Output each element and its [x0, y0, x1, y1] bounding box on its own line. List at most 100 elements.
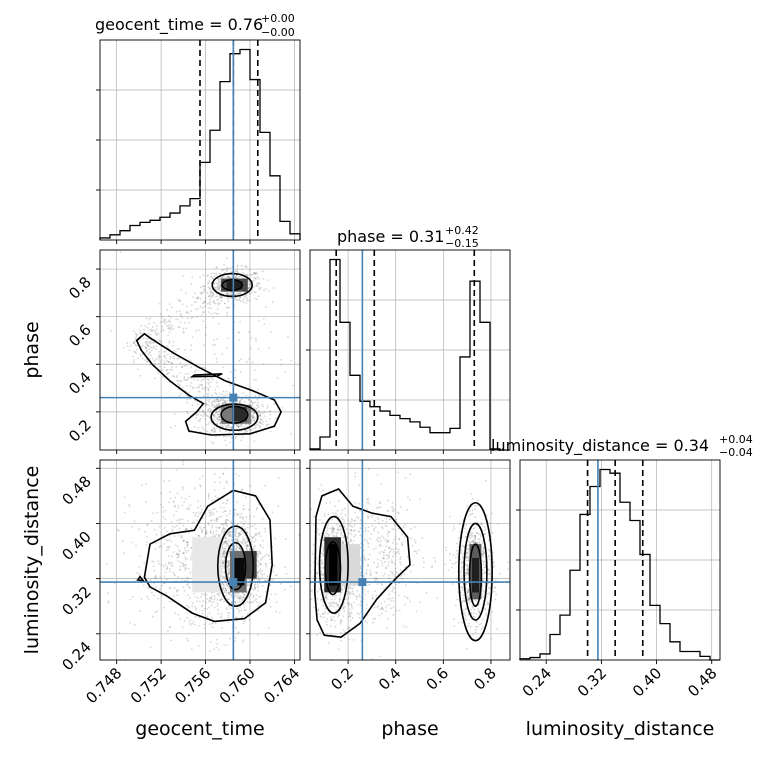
sample-point — [336, 509, 339, 512]
sample-point — [175, 366, 178, 368]
sample-point — [312, 543, 315, 546]
sample-point — [207, 497, 210, 500]
sample-point — [221, 393, 224, 396]
sample-point — [476, 542, 479, 545]
sample-point — [227, 565, 230, 567]
sample-point — [484, 528, 487, 531]
sample-point — [322, 539, 325, 542]
sample-point — [465, 588, 468, 590]
sample-point — [259, 564, 262, 566]
sample-point — [182, 524, 185, 527]
sample-point — [247, 612, 249, 615]
sample-point — [204, 334, 207, 336]
sample-point — [219, 278, 222, 280]
sample-point — [259, 414, 261, 417]
sample-point — [181, 626, 184, 629]
sample-point — [181, 536, 184, 539]
sample-point — [149, 646, 152, 649]
sample-point — [146, 541, 148, 544]
sample-point — [215, 646, 218, 649]
sample-point — [241, 616, 243, 618]
sample-point — [211, 499, 214, 502]
sample-point — [170, 426, 173, 429]
sample-point — [151, 560, 154, 563]
sample-point — [176, 524, 179, 527]
sample-point — [241, 541, 243, 544]
sample-point — [213, 275, 216, 277]
sample-point — [218, 402, 221, 405]
sample-point — [223, 530, 226, 533]
sample-point — [219, 283, 221, 286]
sample-point — [227, 561, 230, 564]
sample-point — [182, 552, 185, 555]
sample-point — [255, 407, 258, 409]
sample-point — [209, 410, 212, 413]
sample-point — [256, 553, 259, 556]
sample-point — [352, 530, 355, 532]
sample-point — [467, 598, 470, 601]
sample-point — [449, 553, 452, 555]
sample-point — [244, 541, 247, 543]
sample-point — [128, 504, 130, 506]
sample-point — [219, 534, 221, 537]
sample-point — [178, 549, 181, 552]
sample-point — [204, 627, 207, 630]
sample-point — [225, 589, 227, 592]
sample-point — [224, 537, 227, 540]
sample-point — [216, 423, 219, 425]
sample-point — [216, 405, 219, 407]
sample-point — [342, 615, 345, 618]
sample-point — [185, 663, 187, 665]
sample-point — [331, 595, 334, 597]
sample-point — [160, 503, 162, 506]
sample-point — [176, 492, 179, 495]
sample-point — [179, 380, 181, 383]
sample-point — [210, 520, 213, 522]
sample-point — [466, 591, 469, 593]
sample-point — [222, 551, 225, 554]
sample-point — [255, 283, 258, 286]
sample-point — [272, 570, 275, 573]
sample-point — [343, 631, 346, 634]
sample-point — [183, 377, 186, 380]
sample-point — [346, 535, 349, 538]
sample-point — [463, 545, 466, 548]
sample-point — [486, 514, 488, 517]
sample-point — [253, 416, 255, 419]
sample-point — [223, 487, 226, 490]
sample-point — [208, 416, 211, 418]
sample-point — [208, 623, 211, 625]
sample-point — [289, 585, 292, 588]
sample-point — [236, 277, 238, 279]
sample-point — [214, 597, 216, 600]
sample-point — [225, 292, 228, 295]
sample-point — [211, 394, 213, 397]
sample-point — [243, 596, 245, 599]
sample-point — [253, 272, 256, 275]
sample-point — [481, 554, 484, 557]
sample-point — [347, 616, 350, 618]
sample-point — [463, 609, 465, 611]
sample-point — [239, 547, 242, 550]
sample-point — [186, 317, 189, 319]
sample-point — [257, 609, 260, 612]
sample-point — [147, 353, 150, 356]
sample-point — [239, 401, 241, 404]
contour-line — [189, 373, 223, 378]
contour-line — [224, 541, 247, 591]
sample-point — [201, 609, 204, 612]
sample-point — [203, 285, 206, 288]
sample-point — [233, 530, 236, 532]
sample-point — [159, 576, 162, 578]
sample-point — [247, 526, 249, 529]
sample-point — [263, 555, 266, 558]
sample-point — [207, 387, 210, 390]
sample-point — [230, 297, 233, 299]
sample-point — [487, 555, 490, 558]
sample-point — [213, 508, 216, 511]
sample-point — [205, 423, 208, 426]
sample-point — [222, 588, 225, 590]
sample-point — [483, 526, 486, 528]
sample-point — [272, 578, 275, 581]
sample-point — [332, 527, 335, 530]
